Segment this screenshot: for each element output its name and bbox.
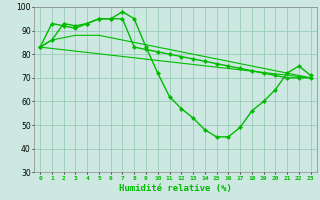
X-axis label: Humidité relative (%): Humidité relative (%) (119, 184, 232, 193)
